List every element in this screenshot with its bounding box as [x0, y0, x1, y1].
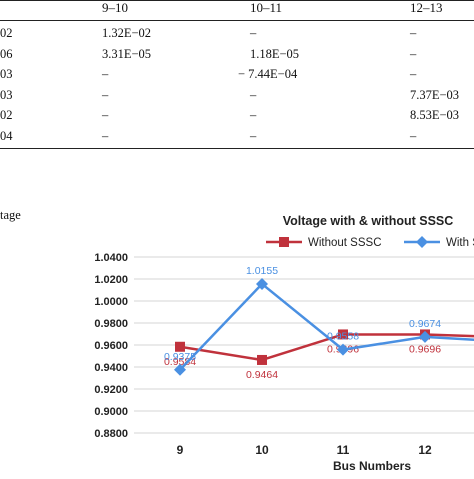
x-axis-ticks: 910111213 [177, 443, 432, 457]
table-cell: − 7.44E−04 [238, 67, 298, 81]
y-tick-label: 0.9800 [94, 318, 128, 330]
table-cell: – [410, 67, 417, 81]
table-cell: – [250, 108, 257, 122]
x-axis-label: Bus Numbers [333, 459, 411, 473]
x-tick-label: 10 [255, 443, 269, 457]
x-tick-label: 12 [418, 443, 432, 457]
table-cell: 04 [0, 128, 13, 143]
data-label: 0.9696 [409, 343, 441, 355]
chart-legend: Without SSSC With SSSC [266, 236, 474, 249]
y-tick-label: 0.9000 [94, 406, 128, 418]
y-tick-label: 1.0000 [94, 296, 128, 308]
y-tick-label: 0.9600 [94, 340, 128, 352]
chart-series: 0.95840.94640.96960.96960.93751.01550.95… [164, 265, 474, 381]
column-header-12-13: 12–13 [410, 0, 443, 15]
table-cell: 7.37E−03 [410, 87, 460, 102]
table-cell: – [102, 87, 109, 102]
data-label: 0.9464 [246, 369, 278, 381]
chart-gridlines [134, 256, 474, 434]
legend-marker-without-sssc [279, 237, 289, 247]
x-tick-label: 9 [177, 443, 184, 457]
data-point [337, 343, 349, 356]
table-cell: 03 [0, 87, 13, 102]
data-point [257, 354, 267, 365]
table-cell: 8.53E−03 [410, 108, 460, 122]
table-cell: – [250, 87, 257, 102]
legend-label-without-sssc: Without SSSC [308, 237, 382, 249]
y-tick-label: 1.0400 [94, 252, 128, 264]
table-cell: 03 [0, 67, 13, 81]
table-cell: 02 [0, 108, 13, 122]
data-point [419, 330, 431, 343]
data-point [174, 363, 186, 376]
table-cell: 1.18E−05 [250, 46, 300, 61]
table-cell: 02 [0, 26, 13, 40]
y-tick-label: 0.9400 [94, 362, 128, 374]
paper-text-fragment: tage [0, 208, 21, 222]
chart-svg: Voltage with & without SSSC Without SSSC… [94, 214, 474, 473]
table-cell: – [102, 128, 109, 143]
chart-title: Voltage with & without SSSC [283, 214, 454, 228]
legend-label-with-sssc: With SSSC [446, 237, 474, 249]
column-header-10-11: 10–11 [250, 0, 283, 15]
table-bottom-rule [0, 148, 474, 149]
voltage-chart: Voltage with & without SSSC Without SSSC… [0, 200, 474, 474]
table-cell: – [410, 26, 417, 40]
data-label: 0.9375 [164, 351, 196, 363]
y-axis-ticks: 1.0400 1.0200 1.0000 0.9800 0.9600 0.9400 0.92… [94, 252, 128, 440]
y-tick-label: 0.8800 [94, 428, 128, 440]
data-label: 1.0155 [246, 265, 278, 277]
data-table: 9–10 10–11 12–13 02 1.32E−02 – – 06 3.31E−05 1… [0, 0, 474, 160]
table-cell: 06 [0, 46, 13, 61]
table-header-rule [0, 20, 474, 21]
column-header-9-10: 9–10 [102, 0, 128, 15]
table-cell: – [250, 128, 257, 143]
table-cell: – [102, 108, 109, 122]
table-top-rule [0, 0, 474, 1]
data-label: 0.9674 [409, 318, 441, 330]
data-point [338, 329, 348, 340]
x-tick-label: 11 [337, 443, 350, 457]
y-tick-label: 0.9200 [94, 384, 128, 396]
table-cell: 1.32E−02 [102, 26, 152, 40]
data-point [175, 341, 185, 352]
table-cell: – [410, 46, 417, 61]
table-cell: – [410, 128, 417, 143]
data-label: 0.9558 [327, 331, 359, 343]
legend-marker-with-sssc [416, 236, 428, 248]
table-cell: – [250, 26, 257, 40]
data-point [256, 277, 268, 290]
data-label: 0.9584 [164, 356, 196, 368]
y-tick-label: 1.0200 [94, 274, 128, 286]
table-cell: – [102, 67, 109, 81]
table-cell: 3.31E−05 [102, 46, 152, 61]
